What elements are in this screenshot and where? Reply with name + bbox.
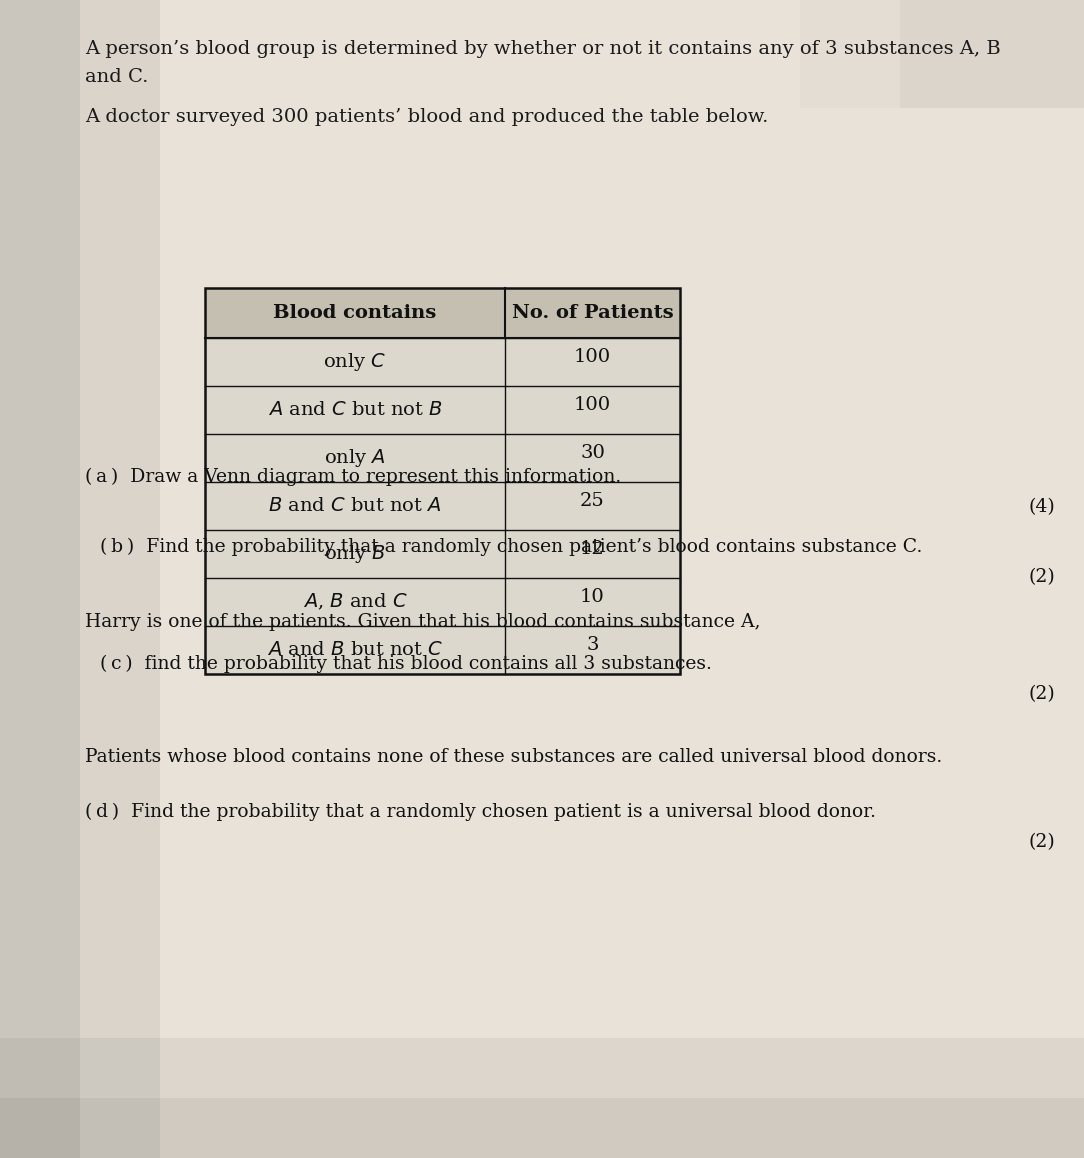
Text: $A$ and $B$ but not $C$: $A$ and $B$ but not $C$ — [267, 642, 443, 659]
Text: ( d )  Find the probability that a randomly chosen patient is a universal blood : ( d ) Find the probability that a random… — [85, 802, 876, 821]
Text: 100: 100 — [573, 349, 611, 366]
Text: 25: 25 — [580, 492, 605, 510]
Bar — [0, 1098, 1084, 1158]
Text: $A$, $B$ and $C$: $A$, $B$ and $C$ — [302, 592, 408, 613]
Text: (2): (2) — [1029, 569, 1055, 586]
Text: Patients whose blood contains none of these substances are called universal bloo: Patients whose blood contains none of th… — [85, 748, 942, 765]
Text: ( c )  find the probability that his blood contains all 3 substances.: ( c ) find the probability that his bloo… — [100, 655, 712, 673]
Text: (2): (2) — [1029, 686, 1055, 703]
Text: only $A$: only $A$ — [324, 447, 386, 469]
Text: only $C$: only $C$ — [323, 351, 387, 373]
Text: A person’s blood group is determined by whether or not it contains any of 3 subs: A person’s blood group is determined by … — [85, 41, 1001, 58]
Bar — [900, 0, 1084, 108]
Bar — [0, 1038, 1084, 1098]
Text: only $B$: only $B$ — [324, 543, 386, 565]
Bar — [0, 0, 80, 1158]
Text: 30: 30 — [580, 444, 605, 462]
Bar — [205, 288, 680, 674]
Text: (4): (4) — [1029, 498, 1055, 516]
Text: 10: 10 — [580, 588, 605, 606]
Text: Blood contains: Blood contains — [273, 305, 437, 322]
Bar — [80, 0, 160, 1158]
Text: 100: 100 — [573, 396, 611, 415]
Text: A doctor surveyed 300 patients’ blood and produced the table below.: A doctor surveyed 300 patients’ blood an… — [85, 108, 769, 126]
Text: and C.: and C. — [85, 68, 149, 86]
Text: ( a )  Draw a Venn diagram to represent this information.: ( a ) Draw a Venn diagram to represent t… — [85, 468, 621, 486]
Bar — [800, 0, 1084, 108]
Text: No. of Patients: No. of Patients — [512, 305, 673, 322]
Text: $B$ and $C$ but not $A$: $B$ and $C$ but not $A$ — [268, 497, 442, 515]
Text: ( b )  Find the probability that a randomly chosen patient’s blood contains subs: ( b ) Find the probability that a random… — [100, 538, 922, 556]
Text: 3: 3 — [586, 636, 598, 654]
Bar — [205, 288, 680, 674]
Bar — [205, 288, 680, 338]
Text: $A$ and $C$ but not $B$: $A$ and $C$ but not $B$ — [268, 401, 442, 419]
Text: (2): (2) — [1029, 833, 1055, 851]
Text: 12: 12 — [580, 540, 605, 558]
Text: Harry is one of the patients. Given that his blood contains substance A,: Harry is one of the patients. Given that… — [85, 613, 761, 631]
